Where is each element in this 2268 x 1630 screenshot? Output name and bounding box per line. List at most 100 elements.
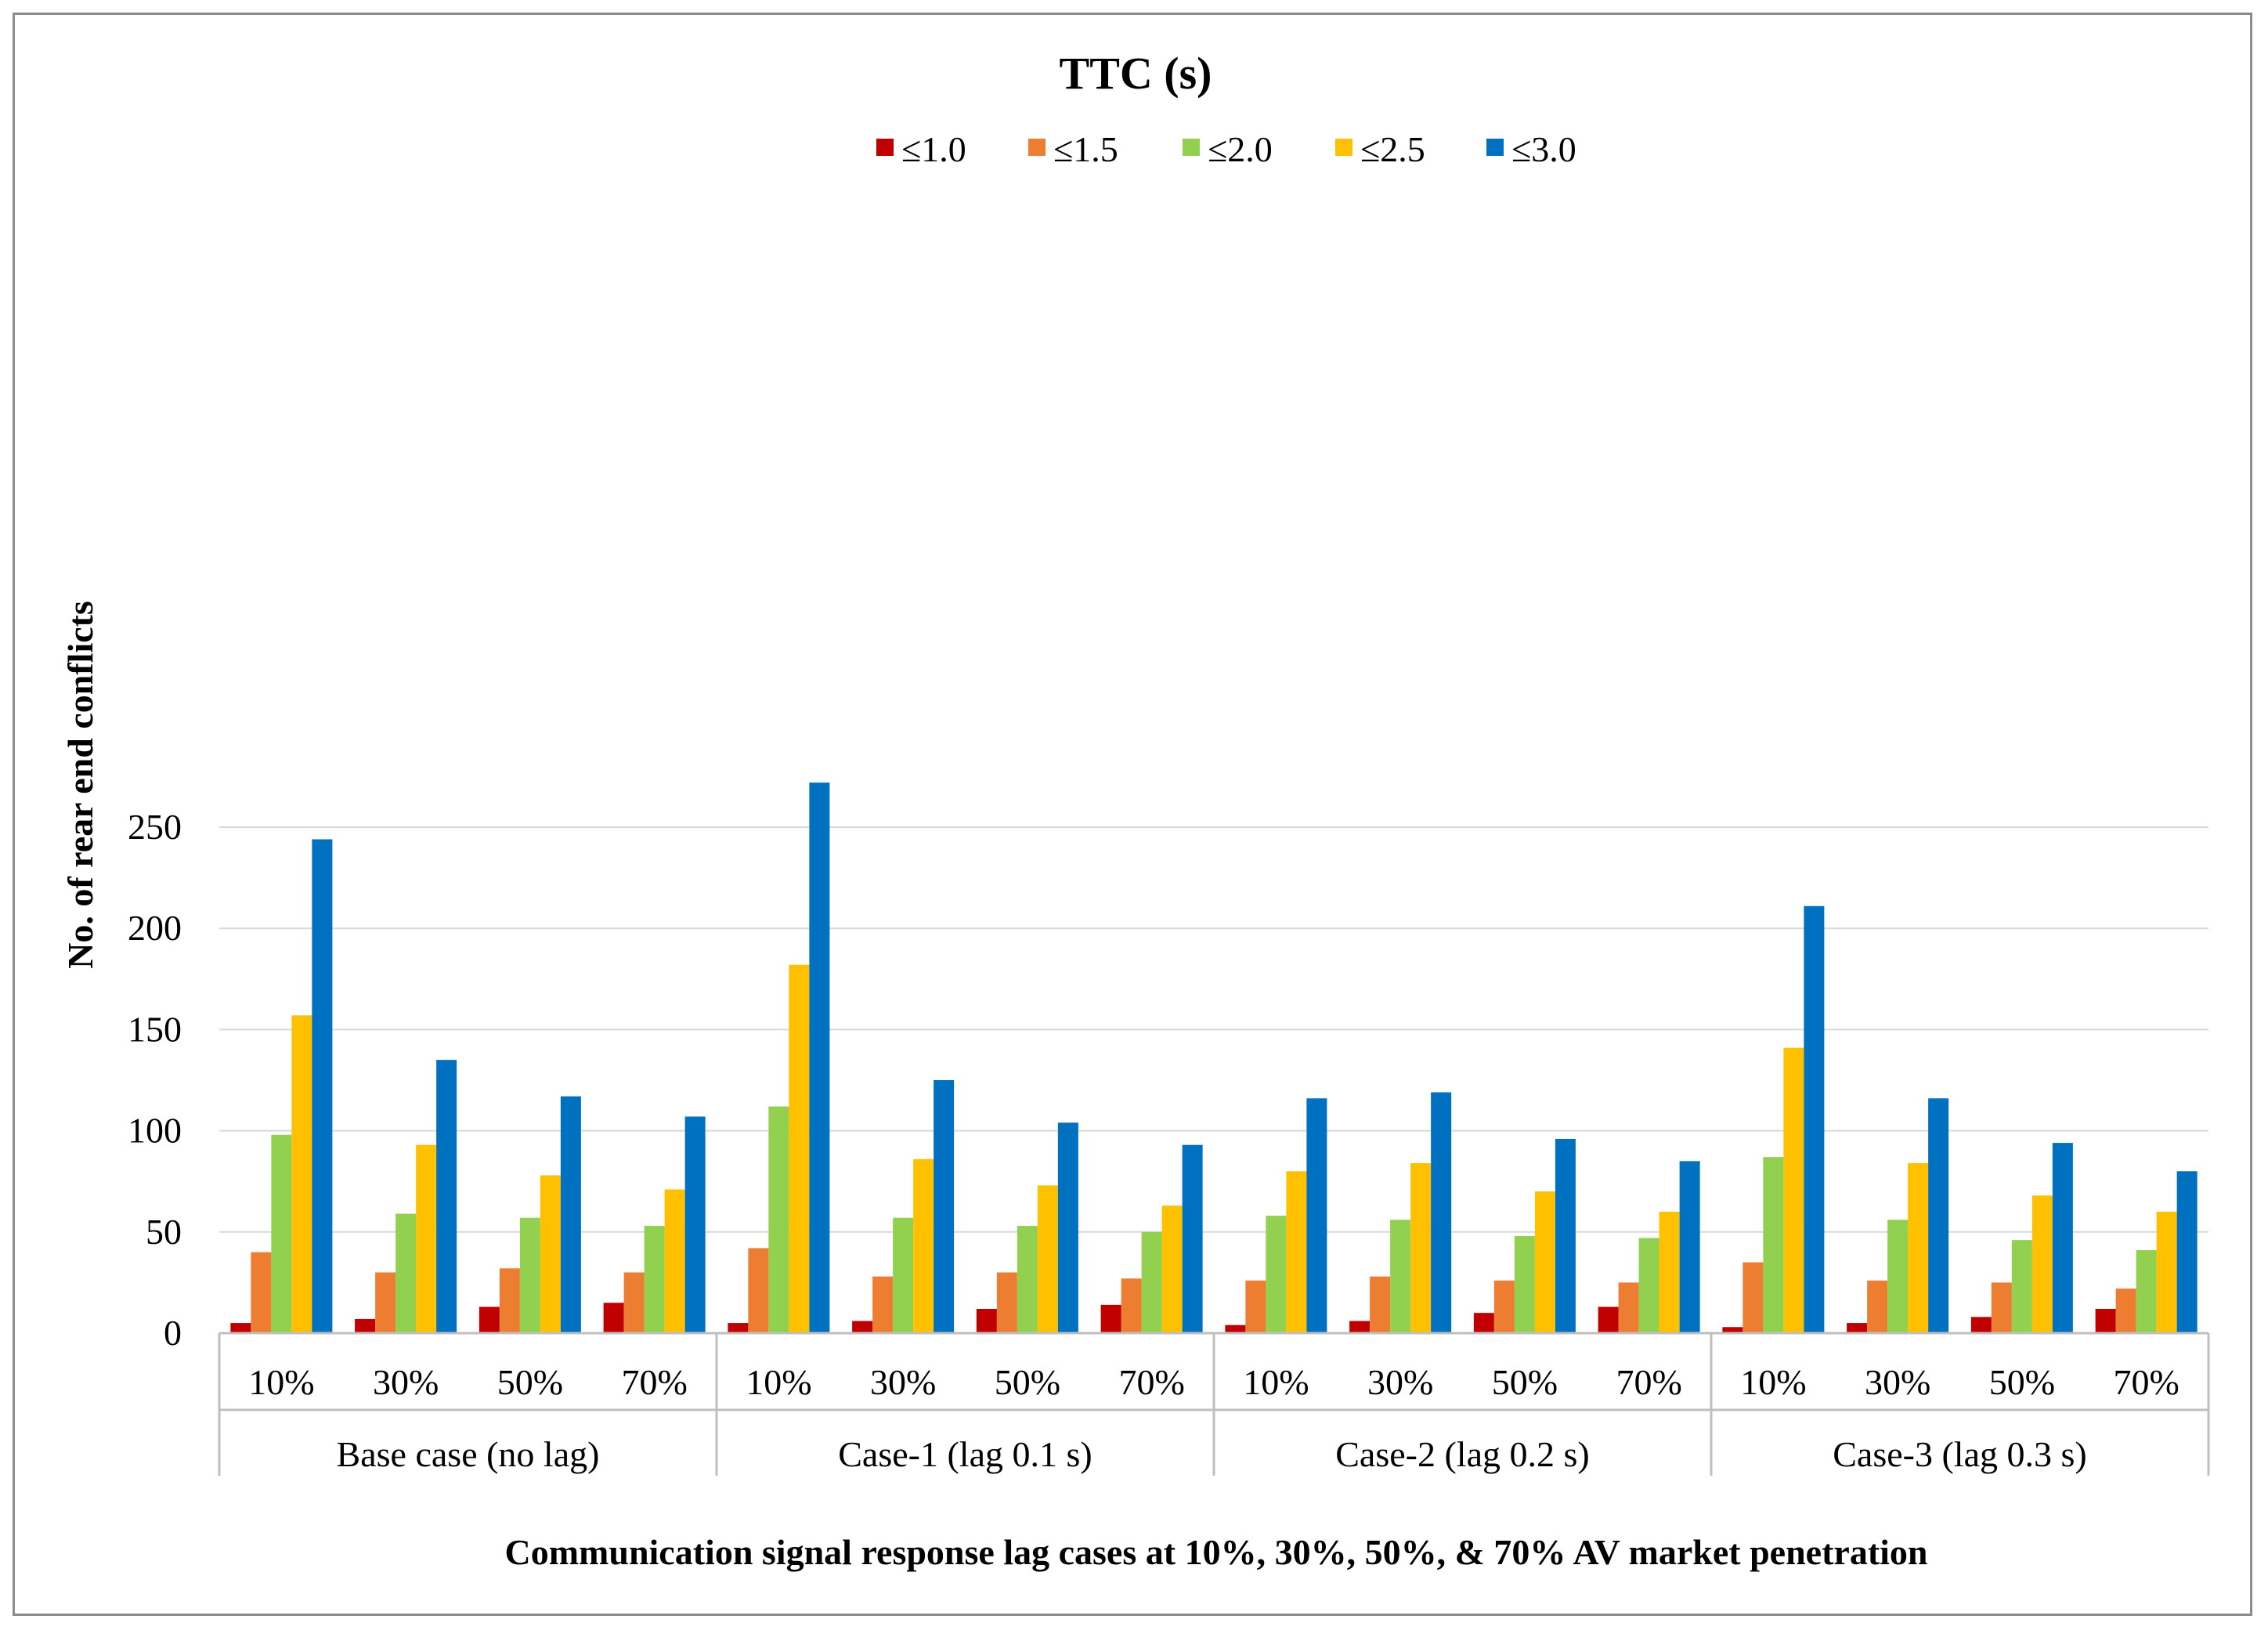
bars bbox=[230, 782, 2198, 1333]
x-tick-label: 70% bbox=[621, 1362, 687, 1402]
x-axis: 10% 30% 50% 70% 10% 30% 50% 70% 10% 30% 50% 70% 10% 3… bbox=[218, 1332, 2210, 1476]
bar-series-3-cat-11 bbox=[1514, 1235, 1535, 1333]
bar-series-4-cat-8 bbox=[1161, 1205, 1183, 1333]
bar-series-5-cat-10 bbox=[1431, 1092, 1452, 1333]
x-tick-label: 50% bbox=[497, 1362, 563, 1402]
legend-label: ≤1.0 bbox=[901, 129, 966, 169]
bar-series-1-cat-10 bbox=[1349, 1321, 1371, 1333]
group-label: Case-3 (lag 0.3 s) bbox=[1833, 1434, 2086, 1474]
bar-series-2-cat-10 bbox=[1370, 1276, 1391, 1333]
bar-series-2-cat-6 bbox=[872, 1276, 894, 1333]
y-tick-label: 0 bbox=[164, 1313, 182, 1353]
bar-series-5-cat-12 bbox=[1679, 1161, 1700, 1333]
bar-series-4-cat-1 bbox=[291, 1015, 312, 1333]
bar-series-2-cat-7 bbox=[996, 1272, 1017, 1333]
bar-series-5-cat-15 bbox=[2052, 1143, 2073, 1333]
x-tick-label: 30% bbox=[1865, 1362, 1930, 1402]
group-label: Case-2 (lag 0.2 s) bbox=[1335, 1434, 1589, 1474]
legend-swatch bbox=[1028, 139, 1046, 156]
bar-series-2-cat-3 bbox=[499, 1268, 520, 1333]
bar-series-5-cat-8 bbox=[1182, 1144, 1203, 1333]
y-tick-label: 150 bbox=[128, 1009, 182, 1049]
bar-series-5-cat-16 bbox=[2176, 1171, 2198, 1333]
legend-swatch bbox=[1183, 139, 1200, 156]
y-tick-label: 200 bbox=[128, 908, 182, 948]
bar-series-3-cat-14 bbox=[1887, 1220, 1909, 1333]
bar-series-5-cat-4 bbox=[684, 1116, 706, 1333]
bar-series-3-cat-6 bbox=[893, 1217, 914, 1333]
y-axis-title: No. of rear end conflicts bbox=[60, 601, 100, 969]
bar-series-4-cat-9 bbox=[1286, 1171, 1307, 1333]
group-label: Base case (no lag) bbox=[337, 1434, 600, 1474]
bar-series-3-cat-2 bbox=[395, 1213, 417, 1333]
bar-series-1-cat-2 bbox=[355, 1318, 376, 1333]
legend-label: ≤2.5 bbox=[1360, 129, 1425, 169]
bar-series-4-cat-3 bbox=[540, 1175, 561, 1333]
bar-series-2-cat-13 bbox=[1743, 1262, 1764, 1333]
bar-series-1-cat-15 bbox=[1970, 1317, 1992, 1333]
bar-series-2-cat-16 bbox=[2115, 1288, 2136, 1333]
legend-label: ≤3.0 bbox=[1511, 129, 1576, 169]
bar-series-4-cat-13 bbox=[1783, 1047, 1804, 1333]
bar-series-1-cat-7 bbox=[976, 1308, 997, 1333]
bar-series-3-cat-9 bbox=[1266, 1216, 1287, 1333]
bar-series-3-cat-13 bbox=[1763, 1157, 1784, 1333]
x-tick-label: 50% bbox=[995, 1362, 1060, 1402]
legend-item: ≤2.5 bbox=[1335, 129, 1425, 169]
bar-series-1-cat-14 bbox=[1847, 1323, 1868, 1333]
bar-series-2-cat-4 bbox=[623, 1272, 645, 1333]
bar-series-3-cat-3 bbox=[519, 1217, 540, 1333]
bar-series-2-cat-2 bbox=[375, 1272, 396, 1333]
bar-series-4-cat-5 bbox=[789, 964, 810, 1333]
x-axis-title: Communication signal response lag cases … bbox=[505, 1532, 1928, 1572]
bar-series-2-cat-1 bbox=[251, 1252, 272, 1333]
bar-series-4-cat-16 bbox=[2156, 1211, 2177, 1333]
x-tick-label: 50% bbox=[1492, 1362, 1558, 1402]
legend-item: ≤1.0 bbox=[876, 129, 966, 169]
chart-frame bbox=[13, 13, 2252, 1616]
bar-series-3-cat-4 bbox=[644, 1226, 665, 1333]
bar-series-2-cat-5 bbox=[748, 1248, 769, 1333]
bar-series-2-cat-15 bbox=[1991, 1282, 2012, 1333]
bar-series-5-cat-13 bbox=[1804, 905, 1825, 1333]
legend-item: ≤3.0 bbox=[1486, 129, 1576, 169]
bar-series-4-cat-11 bbox=[1534, 1191, 1555, 1333]
x-tick-label: 70% bbox=[2113, 1362, 2179, 1402]
bar-series-5-cat-3 bbox=[560, 1096, 581, 1333]
bar-series-2-cat-8 bbox=[1121, 1278, 1142, 1333]
bar-series-4-cat-2 bbox=[416, 1144, 437, 1333]
bar-series-4-cat-10 bbox=[1410, 1162, 1432, 1333]
y-tick-label: 50 bbox=[146, 1212, 182, 1252]
bar-series-3-cat-12 bbox=[1638, 1238, 1659, 1333]
bar-series-2-cat-9 bbox=[1245, 1280, 1266, 1333]
x-tick-label: 70% bbox=[1118, 1362, 1184, 1402]
bar-series-4-cat-4 bbox=[664, 1189, 685, 1333]
y-tick-label: 100 bbox=[128, 1111, 182, 1151]
legend: ≤1.0 ≤1.5 ≤2.0 ≤2.5 ≤3.0 bbox=[876, 129, 1576, 169]
bar-series-1-cat-13 bbox=[1722, 1327, 1743, 1333]
bar-series-4-cat-14 bbox=[1908, 1162, 1929, 1333]
bar-series-5-cat-9 bbox=[1306, 1098, 1327, 1333]
legend-swatch bbox=[1335, 139, 1352, 156]
x-tick-label: 10% bbox=[1740, 1362, 1806, 1402]
bar-series-3-cat-15 bbox=[2011, 1240, 2032, 1333]
bar-series-4-cat-7 bbox=[1037, 1185, 1058, 1333]
bar-series-1-cat-8 bbox=[1100, 1304, 1121, 1333]
bar-series-4-cat-15 bbox=[2031, 1195, 2053, 1333]
bar-series-1-cat-6 bbox=[852, 1321, 873, 1333]
legend-swatch bbox=[1486, 139, 1504, 156]
bar-series-2-cat-11 bbox=[1493, 1280, 1515, 1333]
bar-series-3-cat-16 bbox=[2136, 1250, 2157, 1333]
bar-series-1-cat-3 bbox=[479, 1307, 500, 1333]
bar-series-1-cat-1 bbox=[230, 1323, 251, 1333]
legend-item: ≤1.5 bbox=[1028, 129, 1118, 169]
bar-series-3-cat-1 bbox=[271, 1134, 292, 1333]
bar-series-5-cat-7 bbox=[1057, 1122, 1078, 1333]
x-tick-label: 10% bbox=[1243, 1362, 1309, 1402]
bar-series-5-cat-6 bbox=[934, 1080, 955, 1333]
bar-series-5-cat-2 bbox=[436, 1060, 457, 1333]
bar-series-1-cat-12 bbox=[1598, 1307, 1619, 1333]
legend-item: ≤2.0 bbox=[1183, 129, 1273, 169]
x-tick-label: 70% bbox=[1616, 1362, 1681, 1402]
